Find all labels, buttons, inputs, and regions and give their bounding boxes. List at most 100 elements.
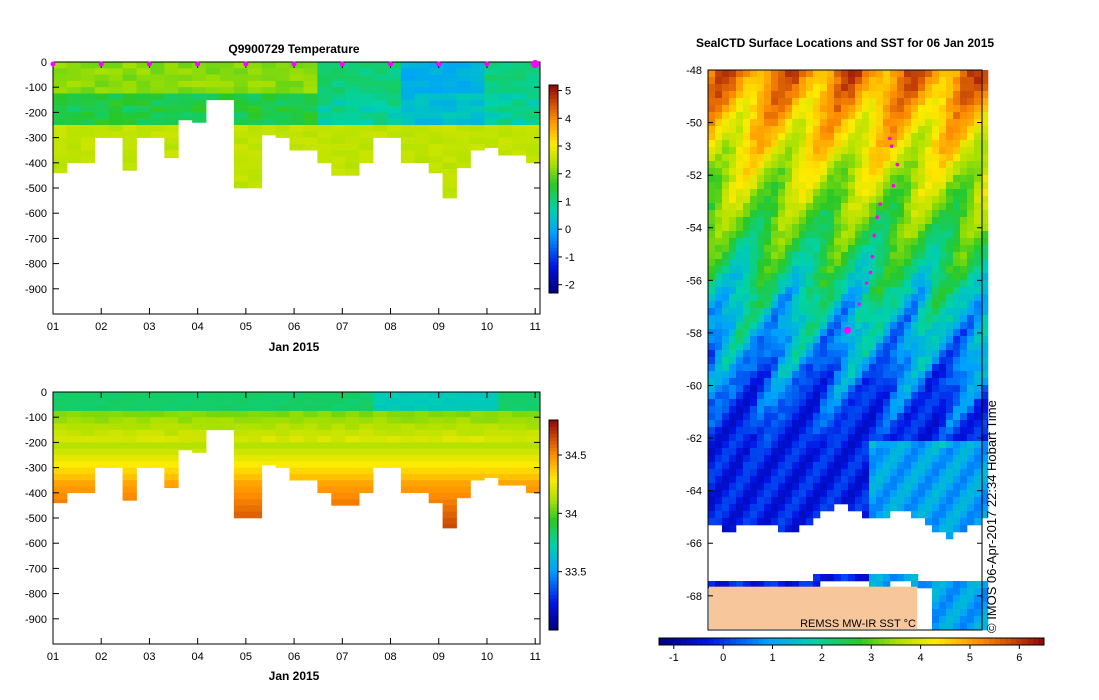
section-cell [122,404,137,412]
sst-cell [743,224,751,232]
sst-cell [953,434,961,442]
sst-cell [953,161,961,169]
section-cell [345,143,360,151]
sst-cell [918,406,926,414]
section-cell [331,455,346,462]
sst-cell [855,203,863,211]
section-cell [164,99,179,107]
section-cell [359,68,374,75]
section-cell [359,455,374,462]
section-cell [345,62,360,69]
sst-cell [876,154,884,162]
sst-cell [946,525,954,533]
section-cell [345,429,360,437]
sst-cell [736,448,744,456]
sst-cell [974,476,982,484]
section-cell [345,99,360,107]
sst-cell [925,231,933,239]
colorbar-segment [549,532,558,536]
sst-cell [834,371,842,379]
sst-cell [799,147,807,155]
colorbar-segment [802,638,808,645]
sst-cell [862,168,870,176]
sst-cell [722,322,730,330]
sst-cell [974,287,982,295]
sst-cell [708,217,716,225]
section-cell [233,461,249,468]
section-cell [122,461,137,468]
sst-cell [757,84,765,92]
section-cell [386,448,402,456]
sst-cell [974,350,982,358]
sst-cell [932,322,940,330]
colorbar-segment [549,553,558,557]
section-cell [289,137,304,145]
sst-cell [939,434,947,442]
sst-cell [932,168,940,176]
sst-cell [771,441,779,449]
sst-cell [708,455,716,463]
section-cell [94,80,110,88]
sst-cell [862,231,870,239]
sst-cell [918,70,926,78]
sst-cell [897,119,905,127]
sst-cell [925,140,933,148]
section-cell [359,467,374,475]
sst-cell [939,329,947,337]
sst-cell [862,147,870,155]
colorbar-segment [549,164,558,169]
section-cell [456,87,471,94]
section-cell [456,436,471,443]
colorbar-segment [1038,638,1045,645]
section-cell [136,112,151,119]
sst-cell [792,259,800,267]
section-cell [164,448,179,456]
sst-cell [897,301,905,309]
sst-cell [953,385,961,393]
sst-cell [904,364,912,372]
sst-cell [771,329,779,337]
section-cell [400,392,416,399]
colorbar-segment [549,430,558,435]
sst-cell [708,161,716,169]
section-cell [289,455,304,462]
sst-cell [708,343,716,351]
sst-cell [883,203,891,211]
section-cell [53,125,68,132]
section-cell [108,417,123,424]
sst-cell [841,287,849,295]
section-cell [233,505,249,512]
sst-cell [953,469,961,477]
section-cell [317,125,332,132]
sst-cell [841,84,849,92]
sst-cell [883,98,891,106]
sst-cell [876,77,884,85]
section-cell [456,417,471,424]
colorbar-segment [549,472,558,477]
sst-cell [960,231,968,239]
section-cell [359,156,374,164]
section-cell [178,106,193,113]
section-cell [206,423,221,431]
section-cell [373,423,388,431]
sst-cell [820,133,828,141]
section-cell [53,473,68,481]
sst-cell [743,434,751,442]
sst-cell [715,385,723,393]
sst-cell [981,147,989,155]
section-cell [233,455,249,462]
sst-cell [820,259,828,267]
colorbar-segment [945,638,951,645]
section-cell [122,398,137,405]
sst-cell [729,525,737,533]
sst-cell [834,231,842,239]
sst-cell [946,609,954,617]
colorbar-segment [549,588,558,592]
sst-cell [708,231,716,239]
sst-cell [925,77,933,85]
sst-cell [736,378,744,386]
sst-cell [827,217,835,225]
sst-cell [834,462,842,470]
sst-cell [813,84,821,92]
sst-cell [918,392,926,400]
